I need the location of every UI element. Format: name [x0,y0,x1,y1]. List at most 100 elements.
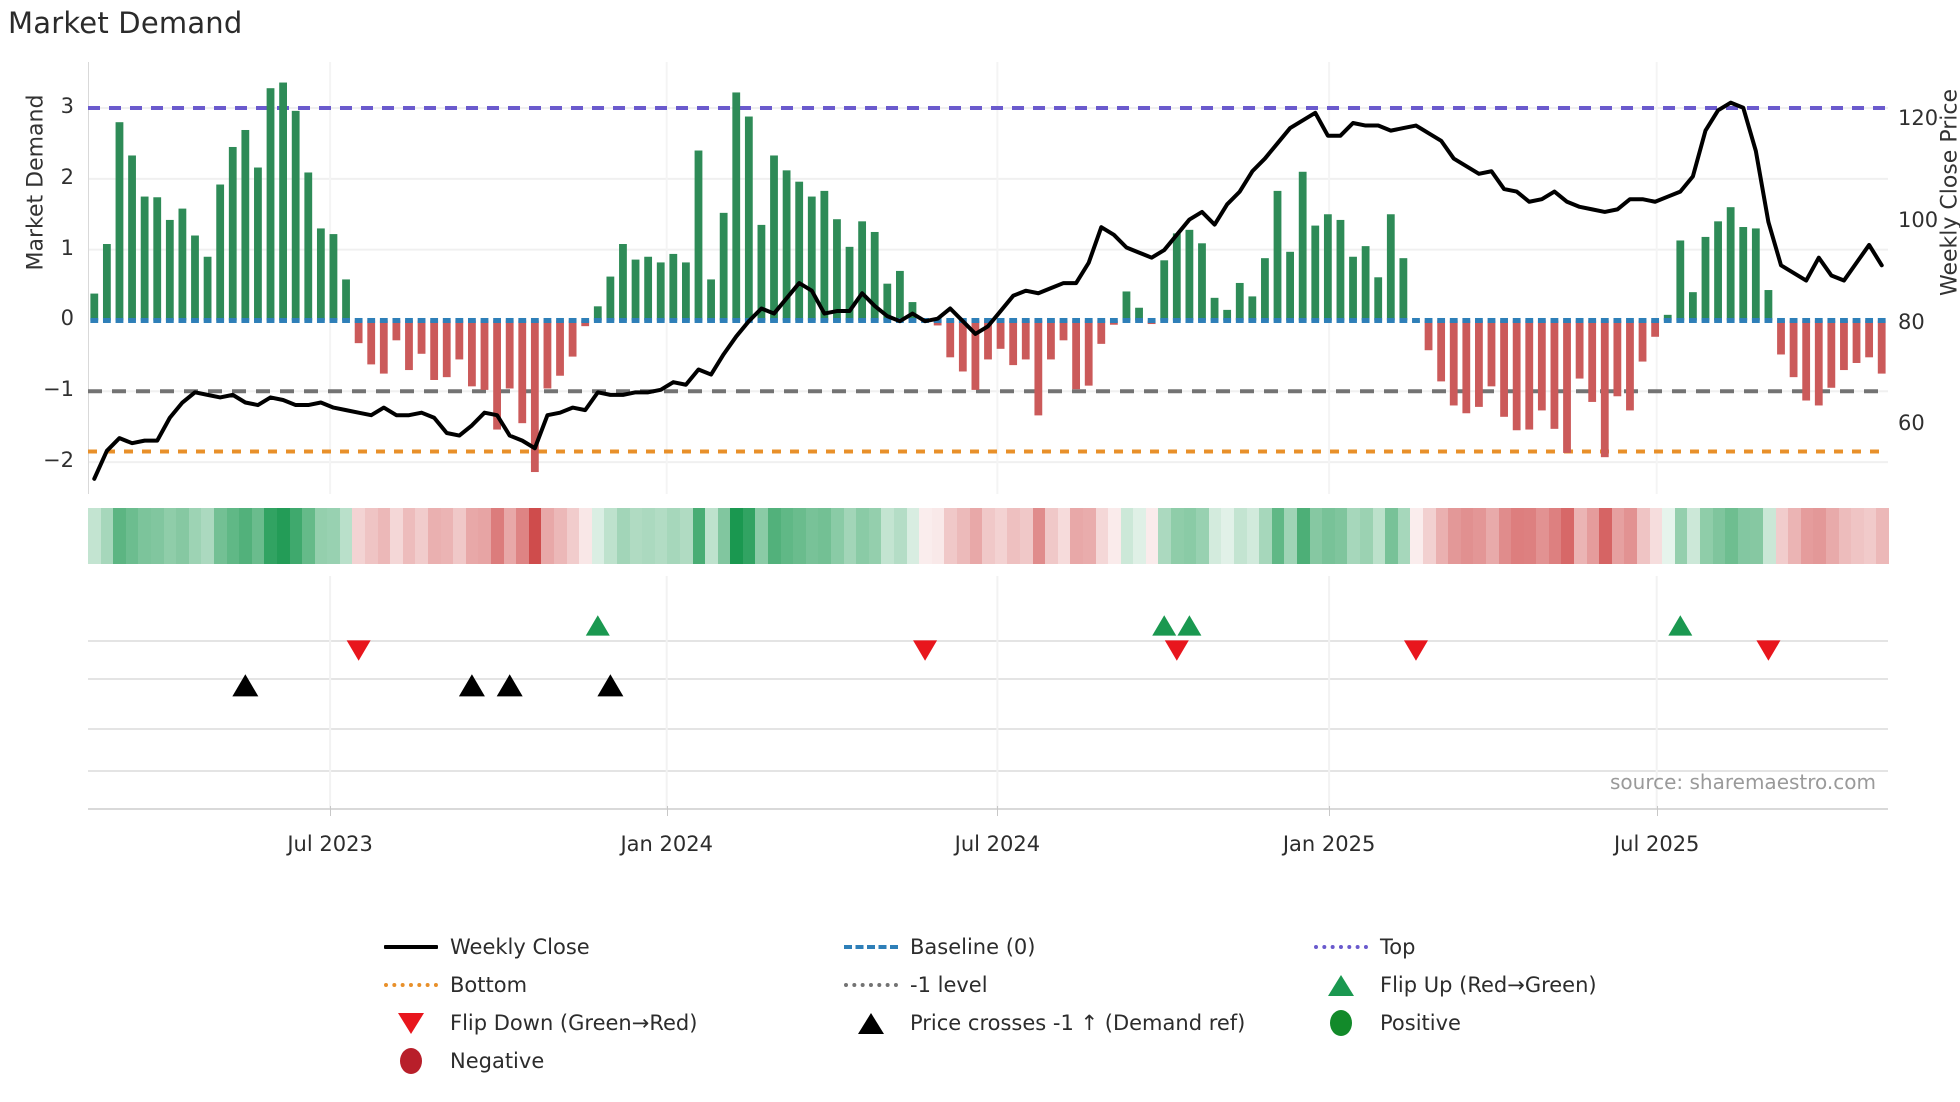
heat-cell [113,508,126,564]
legend-bottom[interactable]: Bottom [380,972,840,998]
legend-positive[interactable]: Positive [1310,1010,1700,1036]
heat-cell [1700,508,1713,564]
heat-cell [125,508,139,564]
marker-svg [88,576,1888,808]
demand-bar [908,302,917,321]
legend-baseline[interactable]: Baseline (0) [840,934,1310,960]
baseline-segment [102,317,111,323]
baseline-segment [530,317,539,323]
baseline-segment [1361,317,1370,323]
page-title: Market Demand [8,6,243,40]
baseline-segment [1487,317,1496,323]
baseline-segment [984,317,992,323]
baseline-segment [1323,317,1332,323]
heat-cell [944,508,957,564]
demand-bar [1600,320,1609,458]
heat-cell [1662,508,1675,564]
demand-bar [770,155,778,321]
demand-bar [1210,297,1219,321]
heat-cell [629,508,643,564]
demand-bar [1273,190,1282,321]
heat-cell [1057,508,1071,564]
heat-cell [717,508,731,564]
baseline-segment [1802,317,1811,323]
demand-bar [1575,320,1584,379]
heat-cell [1385,508,1398,564]
weekly-close-line [92,100,1884,481]
heat-cell [440,508,454,564]
baseline-segment [1336,317,1345,323]
demand-bar [1323,214,1332,321]
legend-minus-one[interactable]: -1 level [840,972,1310,998]
legend-negative[interactable]: Negative [380,1048,840,1074]
flip-down-marker [1403,640,1428,661]
demand-bar [1172,233,1181,321]
demand-bar [241,129,250,321]
heat-cell [1523,508,1537,564]
baseline-segment [1286,317,1294,323]
demand-bar [895,270,904,321]
legend-label: Negative [450,1049,545,1073]
baseline-segment [291,317,300,323]
demand-bar [1475,320,1483,407]
demand-bar [1248,296,1257,321]
y-axis-right-title: Weekly Close Price [1937,89,1960,296]
circle-icon [400,1048,422,1074]
heat-cell [1221,508,1235,564]
baseline-segment [656,317,665,323]
baseline-segment [1449,317,1458,323]
demand-bar [719,212,728,321]
demand-bar [1034,320,1043,416]
legend-top[interactable]: Top [1310,934,1700,960]
demand-bar [442,320,451,378]
legend-flip-up[interactable]: Flip Up (Red→Green) [1310,972,1700,998]
demand-bar [165,219,174,321]
baseline-segment [1298,317,1307,323]
heat-cell [868,508,882,564]
baseline-segment [342,317,350,323]
legend-flip-down[interactable]: Flip Down (Green→Red) [380,1010,840,1036]
heat-cell [1322,508,1335,564]
heat-cell [1271,508,1285,564]
demand-bar [707,279,715,321]
heat-cell [1259,508,1272,564]
heat-cell [1171,508,1184,564]
baseline-segment [178,317,187,323]
price-cross-marker [597,674,624,697]
baseline-segment [1814,317,1823,323]
heat-cell [1813,508,1826,564]
heat-cell [239,508,252,564]
demand-bar [1764,290,1773,321]
demand-bar [1563,320,1571,453]
demand-bar [1626,320,1634,411]
legend-weekly-close[interactable]: Weekly Close [380,934,840,960]
legend-price-cross[interactable]: Price crosses -1 ↑ (Demand ref) [840,1010,1310,1036]
y-tick-left: −1 [43,377,74,402]
baseline-segment [1500,317,1508,323]
baseline-segment [1248,317,1257,323]
heat-cell [327,508,340,564]
demand-bar [1084,320,1093,386]
baseline-segment [1777,317,1785,323]
baseline-segment [1084,317,1093,323]
demand-bar [1701,236,1710,321]
heat-cell [679,508,693,564]
demand-bar [191,235,199,321]
demand-bar [1537,320,1546,411]
baseline-segment [908,317,917,323]
demand-bar [128,155,136,321]
demand-bar [505,320,514,389]
demand-bar [1361,246,1370,321]
baseline-segment [807,317,816,323]
baseline-segment [266,317,275,323]
baseline-segment [1651,317,1660,323]
triangle-down-icon [398,1012,424,1034]
heat-cell [1473,508,1486,564]
demand-bar [1399,258,1408,321]
heat-cell [566,508,580,564]
flip-up-marker [1668,615,1693,636]
demand-bar [744,116,753,321]
heat-cell [1347,508,1360,564]
baseline-segment [946,317,955,323]
baseline-segment [782,317,791,323]
